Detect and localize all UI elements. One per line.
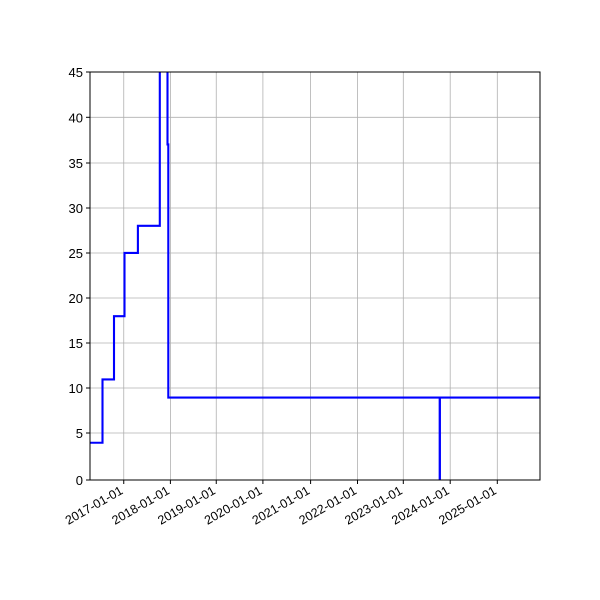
- svg-text:30: 30: [69, 201, 83, 216]
- svg-text:0: 0: [76, 473, 83, 488]
- svg-text:15: 15: [69, 336, 83, 351]
- svg-text:20: 20: [69, 291, 83, 306]
- svg-text:10: 10: [69, 381, 83, 396]
- svg-text:45: 45: [69, 65, 83, 80]
- svg-text:40: 40: [69, 110, 83, 125]
- svg-text:35: 35: [69, 156, 83, 171]
- svg-text:25: 25: [69, 246, 83, 261]
- svg-text:5: 5: [76, 426, 83, 441]
